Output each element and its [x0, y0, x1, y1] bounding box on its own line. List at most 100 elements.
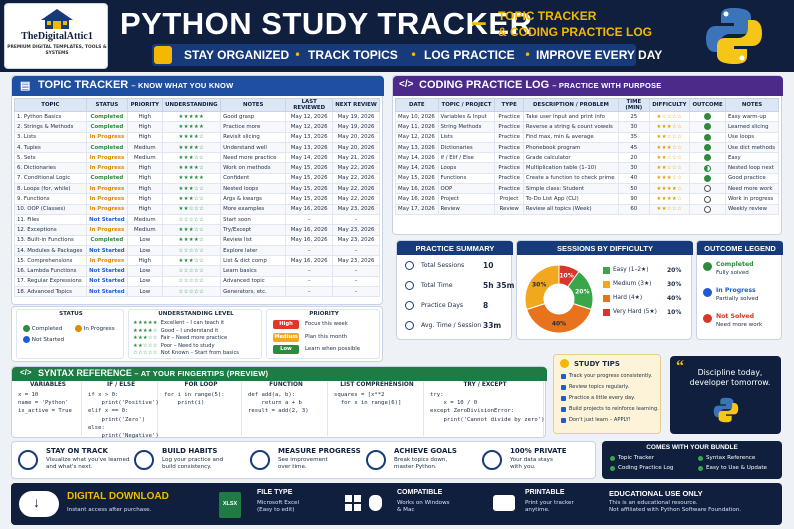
outcome-desc: Partially solved — [716, 296, 759, 302]
practice-row[interactable]: May 10, 2026 Variables & Input Practice Tak… — [395, 110, 780, 123]
topic-row[interactable]: 11. Files Not Started Medium ☆☆☆☆☆ Start soo… — [14, 213, 380, 226]
topic-row[interactable]: 2. Strings & Methods Completed High ★★★★★ Pr… — [14, 121, 380, 133]
topic-row[interactable]: 9. Functions In Progress High ★★★☆☆ Args & k… — [14, 193, 380, 205]
topic-row[interactable]: 15. Comprehensions In Progress High ★★★☆☆ Li… — [14, 255, 380, 267]
check-icon — [704, 144, 712, 152]
practice-col-header[interactable]: OUTCOME — [689, 98, 726, 112]
topic-status: Completed — [85, 110, 129, 123]
topic-row[interactable]: 16. Lambda Functions Not Started Low ☆☆☆☆☆ L… — [14, 265, 380, 277]
practice-time: 90 — [618, 193, 650, 205]
topic-row[interactable]: 8. Loops (for, while) In Progress High ★★★☆… — [14, 183, 380, 195]
topic-priority: Medium — [127, 213, 163, 226]
topic-last-reviewed: May 15, 2026 — [285, 183, 334, 195]
topic-col-header[interactable]: TOPIC — [14, 98, 87, 112]
bundle-check-icon — [698, 466, 703, 471]
practice-row[interactable]: May 16, 2026 OOP Practice Simple class: Stu… — [395, 183, 780, 195]
topic-priority: High — [127, 110, 163, 123]
practice-type: Practice — [494, 152, 524, 164]
practice-row[interactable]: May 16, 2026 Project Project To-Do List App… — [395, 193, 780, 205]
bundle-check-icon — [698, 456, 703, 461]
understanding-legend-item: ★★☆☆☆ Poor – Need to study — [133, 343, 215, 349]
syntax-block-title: FUNCTION — [269, 382, 303, 388]
topic-row[interactable]: 7. Conditional Logic Completed High ★★★★★ Co… — [14, 172, 380, 185]
topic-row[interactable]: 14. Modules & Packages Not Started Low ☆☆☆☆… — [14, 244, 380, 257]
topic-last-reviewed: May 12, 2026 — [285, 110, 334, 123]
code-icon: </> — [20, 368, 32, 377]
topic-col-header[interactable]: NOTES — [220, 98, 287, 112]
topic-notes: Practice more — [220, 121, 287, 133]
practice-row[interactable]: May 13, 2026 Dictionaries Practice Phoneboo… — [395, 141, 780, 154]
topic-row[interactable]: 17. Regular Expressions Not Started Low ☆☆☆… — [14, 275, 380, 288]
practice-row[interactable]: May 15, 2026 Functions Practice Create a fu… — [395, 172, 780, 185]
download-title: DIGITAL DOWNLOAD — [67, 491, 169, 502]
topic-row[interactable]: 3. Lists In Progress High ★★★★☆ Revisit slic… — [14, 131, 380, 143]
legend-swatch — [603, 267, 610, 274]
practice-row[interactable]: May 14, 2026 If / Elif / Else Practice Grad… — [395, 152, 780, 164]
topic-col-header[interactable]: UNDERSTANDING — [161, 98, 222, 112]
print-text: Print your tracker anytime. — [525, 500, 574, 513]
topic-status: Not Started — [85, 265, 129, 277]
topic-row[interactable]: 18. Advanced Topics Not Started Low ☆☆☆☆☆ Ge… — [14, 286, 380, 298]
practice-notes: Use loops — [724, 131, 780, 143]
topic-name: 5. Sets — [14, 152, 87, 164]
topic-status: In Progress — [85, 224, 129, 236]
practice-topic: String Methods — [437, 121, 496, 133]
legend-label: Medium (3★) — [613, 281, 652, 287]
bundle-box: COMES WITH YOUR BUNDLE Topic Tracker Synt… — [602, 441, 782, 479]
topic-priority: Low — [127, 244, 163, 257]
practice-notes: Easy — [724, 152, 780, 164]
practice-col-header[interactable]: TIME (MIN) — [618, 98, 650, 112]
topic-understanding: ★★☆☆☆ — [161, 203, 222, 215]
practice-summary: PRACTICE SUMMARY Total Sessions 10 Total T… — [396, 240, 514, 340]
practice-col-header[interactable]: TYPE — [494, 98, 524, 112]
topic-status: In Progress — [85, 162, 129, 174]
topic-row[interactable]: 5. Sets In Progress Medium ★★★☆☆ Need more p… — [14, 152, 380, 164]
practice-col-header[interactable]: DIFFICULTY — [648, 98, 691, 112]
practice-col-header[interactable]: NOTES — [724, 98, 780, 112]
topic-next-review: May 19, 2026 — [332, 110, 380, 123]
practice-row[interactable]: May 17, 2026 Review Review Review all topic… — [395, 203, 780, 215]
topic-understanding: ★★★☆☆ — [161, 152, 222, 164]
practice-col-header[interactable]: TOPIC / PROJECT — [437, 98, 496, 112]
x-icon — [703, 314, 712, 323]
topic-notes: Explore later — [220, 244, 287, 257]
shield-icon — [482, 450, 502, 470]
tag-sep: • — [410, 48, 418, 62]
practice-notes: Work in progress — [724, 193, 780, 205]
topic-row[interactable]: 13. Built-in Functions Completed Low ★★★★☆ R… — [14, 234, 380, 246]
feature-title: ACHIEVE GOALS — [394, 447, 457, 455]
practice-topic: If / Elif / Else — [437, 152, 496, 164]
topic-col-header[interactable]: PRIORITY — [127, 98, 163, 112]
topic-row[interactable]: 4. Tuples Completed Medium ★★★★☆ Understand … — [14, 141, 380, 154]
topic-col-header[interactable]: STATUS — [85, 98, 129, 112]
practice-col-header[interactable]: DATE — [395, 98, 439, 112]
practice-row[interactable]: May 12, 2026 Lists Practice Find max, min &… — [395, 131, 780, 143]
stars-icon: ★★★★☆ — [133, 327, 158, 334]
topic-row[interactable]: 12. Exceptions In Progress Medium ★★★☆☆ Try/… — [14, 224, 380, 236]
topic-name: 16. Lambda Functions — [14, 265, 87, 277]
summary-label: Practice Days — [421, 302, 464, 309]
subtitle-line-2: & CODING PRACTICE LOG — [498, 25, 653, 39]
topic-priority: Low — [127, 275, 163, 288]
topic-col-header[interactable]: LAST REVIEWED — [285, 98, 334, 112]
topic-understanding: ★★★★☆ — [161, 162, 222, 174]
practice-row[interactable]: May 11, 2026 String Methods Practice Revers… — [395, 121, 780, 133]
practice-row[interactable]: May 14, 2026 Loops Practice Multiplication … — [395, 162, 780, 174]
topic-name: 10. OOP (Classes) — [14, 203, 87, 215]
topic-row[interactable]: 10. OOP (Classes) In Progress High ★★☆☆☆ Mor… — [14, 203, 380, 215]
syntax-title: SYNTAX REFERENCE — [38, 368, 132, 378]
practice-outcome — [689, 203, 726, 215]
practice-col-header[interactable]: DESCRIPTION / PROBLEM — [522, 98, 620, 112]
topic-status: Completed — [85, 141, 129, 154]
tip-check-icon — [561, 407, 566, 412]
legend-value: 30% — [667, 281, 682, 288]
brand-tagline: PREMIUM DIGITAL TEMPLATES, TOOLS & SYSTE… — [7, 45, 107, 56]
topic-col-header[interactable]: NEXT REVIEW — [332, 98, 380, 112]
tip-check-icon — [561, 418, 566, 423]
topic-row[interactable]: 1. Python Basics Completed High ★★★★★ Good g… — [14, 110, 380, 123]
topic-next-review: May 23, 2026 — [332, 224, 380, 236]
priority-desc: Plan this month — [305, 333, 348, 340]
priority-legend-title: PRIORITY — [309, 311, 339, 317]
topic-row[interactable]: 6. Dictionaries In Progress High ★★★★☆ Work … — [14, 162, 380, 174]
